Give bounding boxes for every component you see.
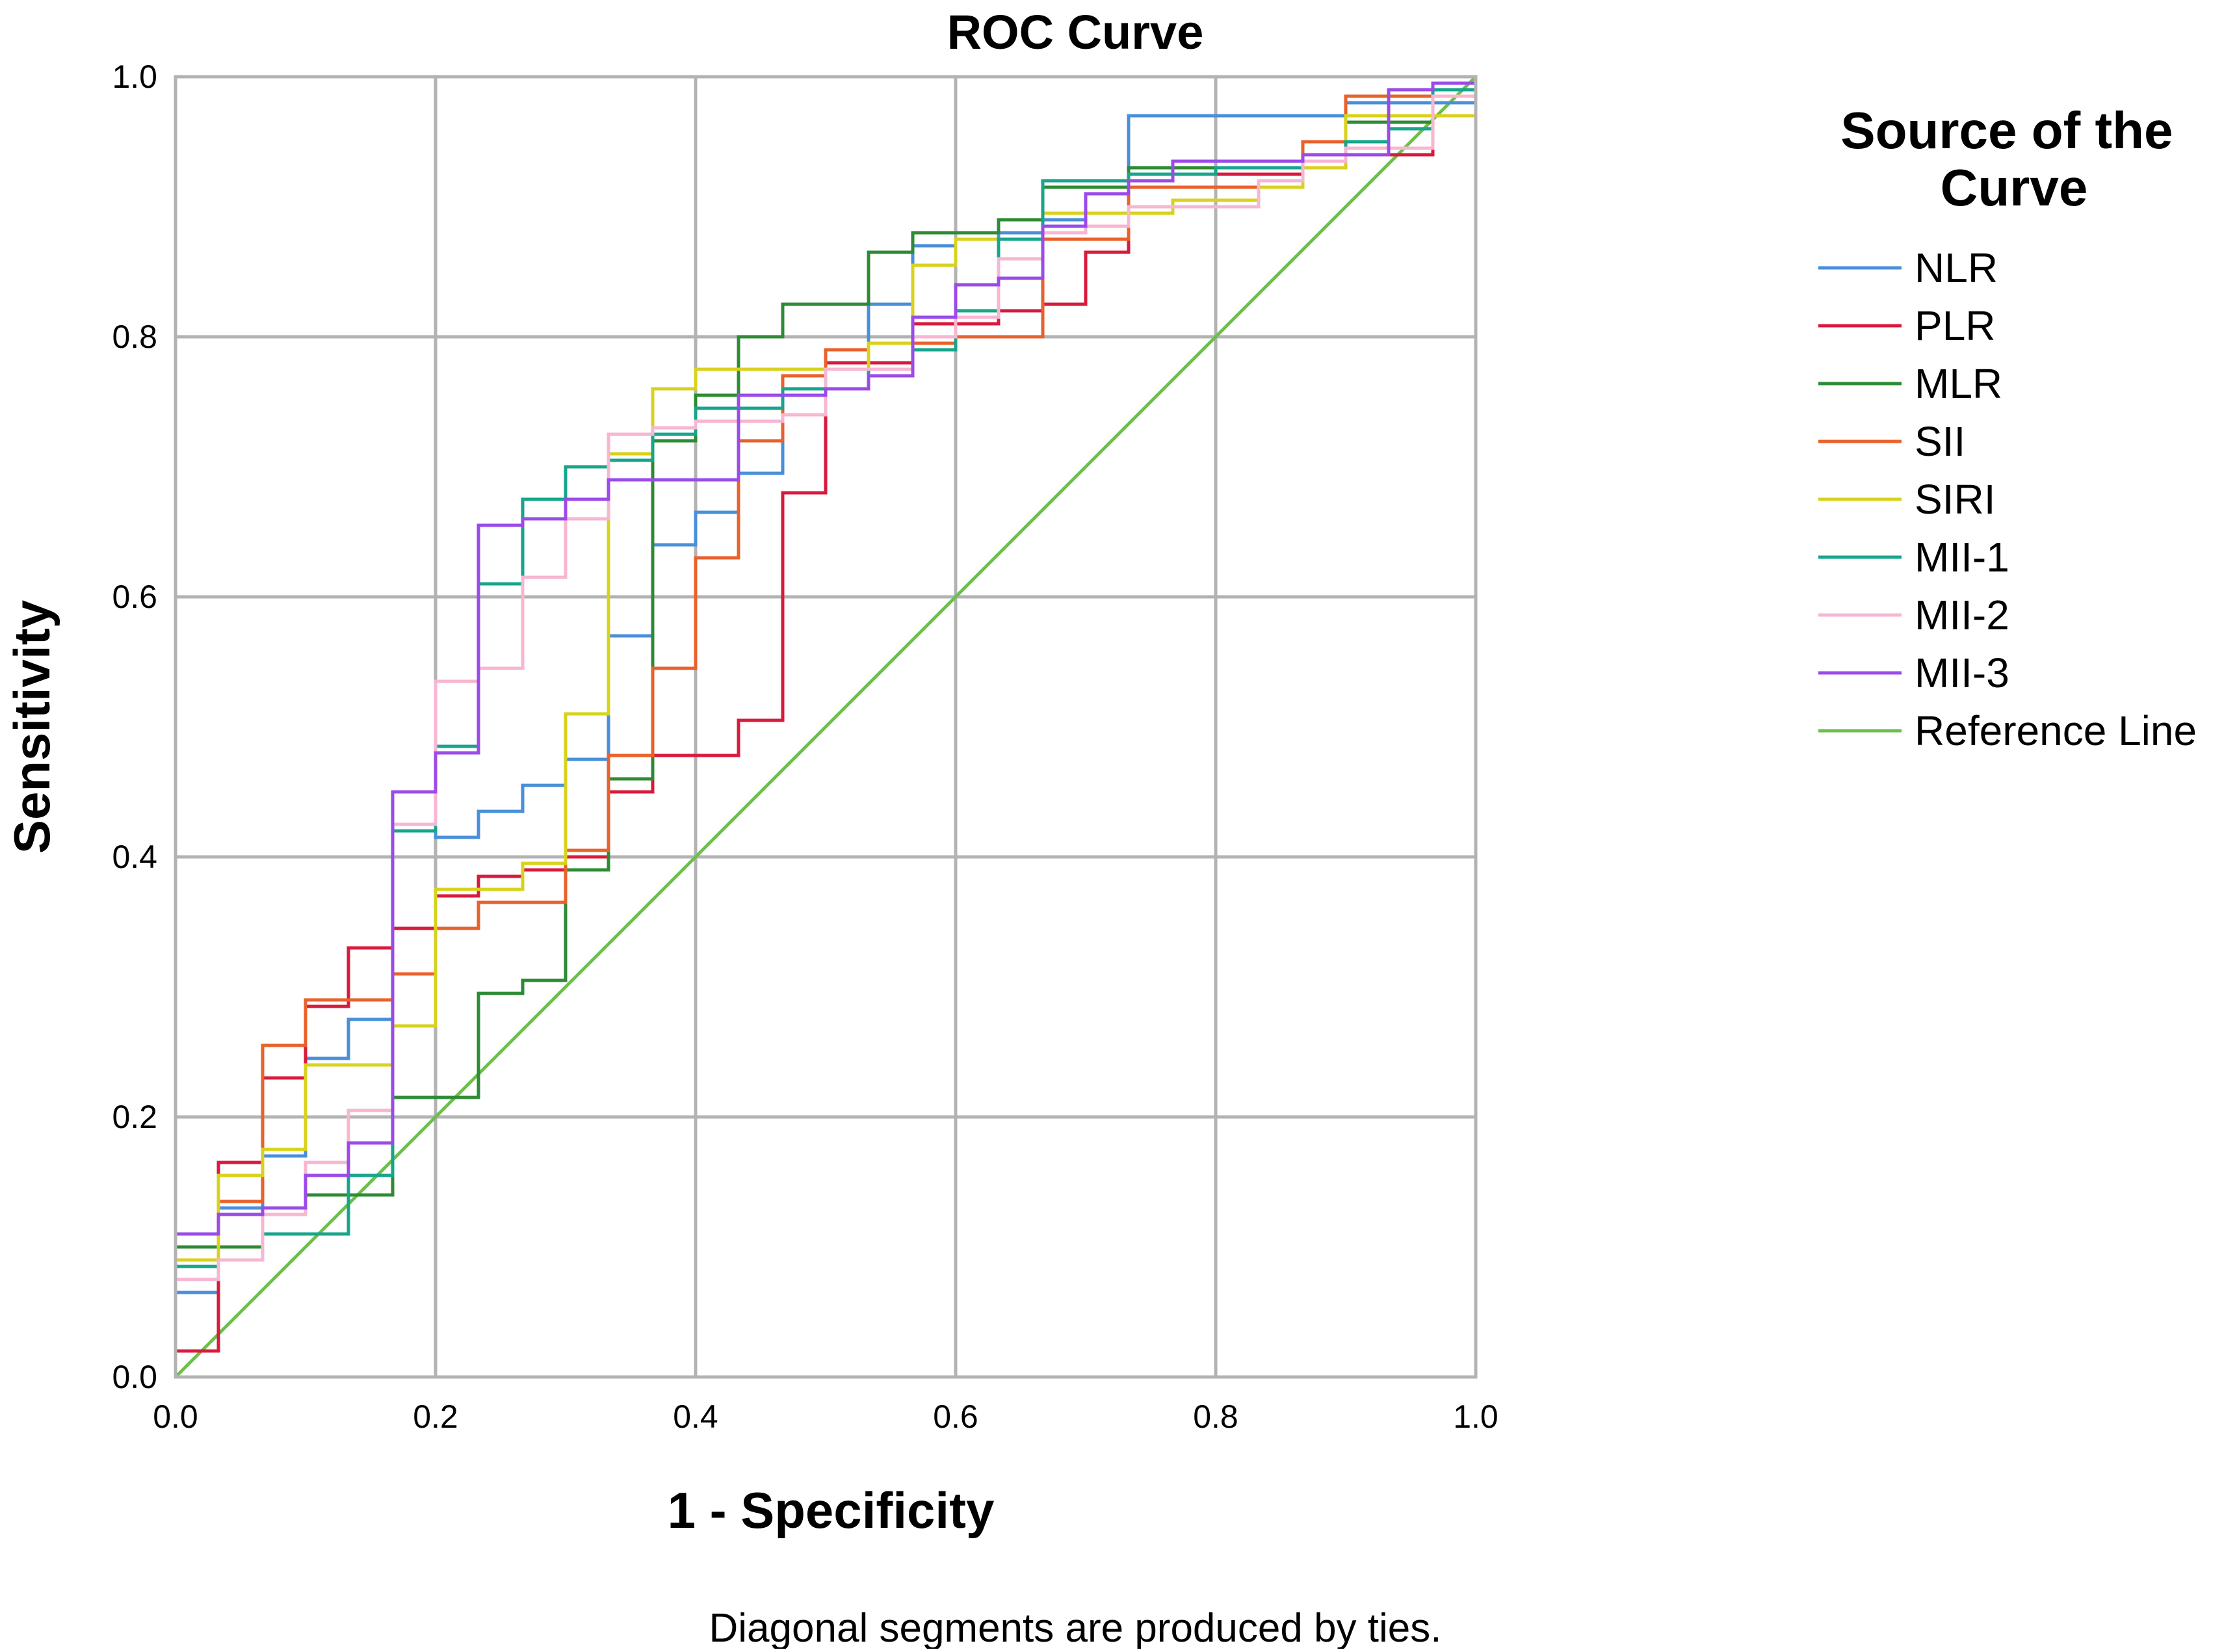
plot-frame: [174, 75, 1478, 1379]
legend-item-mii-3: MII-3: [1818, 649, 2009, 696]
legend-item-siri: SIRI: [1818, 476, 1995, 523]
y-tick-label: 0.0: [112, 1359, 157, 1395]
legend-label: NLR: [1915, 244, 1998, 291]
x-tick-label: 0.4: [673, 1398, 718, 1435]
x-tick-label: 0.2: [413, 1398, 458, 1435]
legend-item-mlr: MLR: [1818, 360, 2002, 407]
x-tick-label: 0.6: [933, 1398, 978, 1435]
legend-label: SII: [1915, 418, 1965, 465]
legend-item-plr: PLR: [1818, 302, 1996, 349]
legend-label: MII-2: [1915, 592, 2009, 638]
legend-label: PLR: [1915, 302, 1996, 349]
curves-layer: [174, 75, 1478, 1378]
tick-labels: 0.0 0.2 0.4 0.6 0.8 1.0 0.0 0.2 0.4 0.6 0.8 1.0: [112, 59, 1498, 1435]
x-tick-label: 1.0: [1453, 1398, 1498, 1435]
legend-label: MII-3: [1915, 649, 2009, 696]
y-tick-label: 0.2: [112, 1099, 157, 1135]
legend-item-mii-1: MII-1: [1818, 534, 2009, 581]
y-tick-label: 0.4: [112, 839, 157, 875]
legend-title: Source of the Curve: [1840, 101, 2187, 216]
legend-label: Reference Line: [1915, 707, 2197, 754]
legend-item-reference-line: Reference Line: [1818, 707, 2197, 754]
chart-title: ROC Curve: [947, 5, 1204, 59]
y-tick-label: 0.6: [112, 579, 157, 615]
y-axis-title: Sensitivity: [3, 600, 60, 854]
x-tick-label: 0.8: [1193, 1398, 1238, 1435]
x-axis-title: 1 - Specificity: [668, 1482, 995, 1539]
legend-item-mii-2: MII-2: [1818, 592, 2009, 638]
y-tick-label: 1.0: [112, 59, 157, 95]
legend: NLR PLR MLR SII SIRI MII-1 MII-2 MII-3 Reference…: [1818, 244, 2197, 754]
legend-label: MII-1: [1915, 534, 2009, 581]
y-tick-label: 0.8: [112, 319, 157, 355]
legend-label: MLR: [1915, 360, 2002, 407]
legend-item-nlr: NLR: [1818, 244, 1998, 291]
legend-item-sii: SII: [1818, 418, 1965, 465]
footnote: Diagonal segments are produced by ties.: [709, 1606, 1442, 1649]
x-tick-label: 0.0: [153, 1398, 198, 1435]
legend-label: SIRI: [1915, 476, 1995, 523]
series-line-reference-line: [174, 75, 1477, 1378]
series-line-mii-3: [174, 77, 1478, 1377]
